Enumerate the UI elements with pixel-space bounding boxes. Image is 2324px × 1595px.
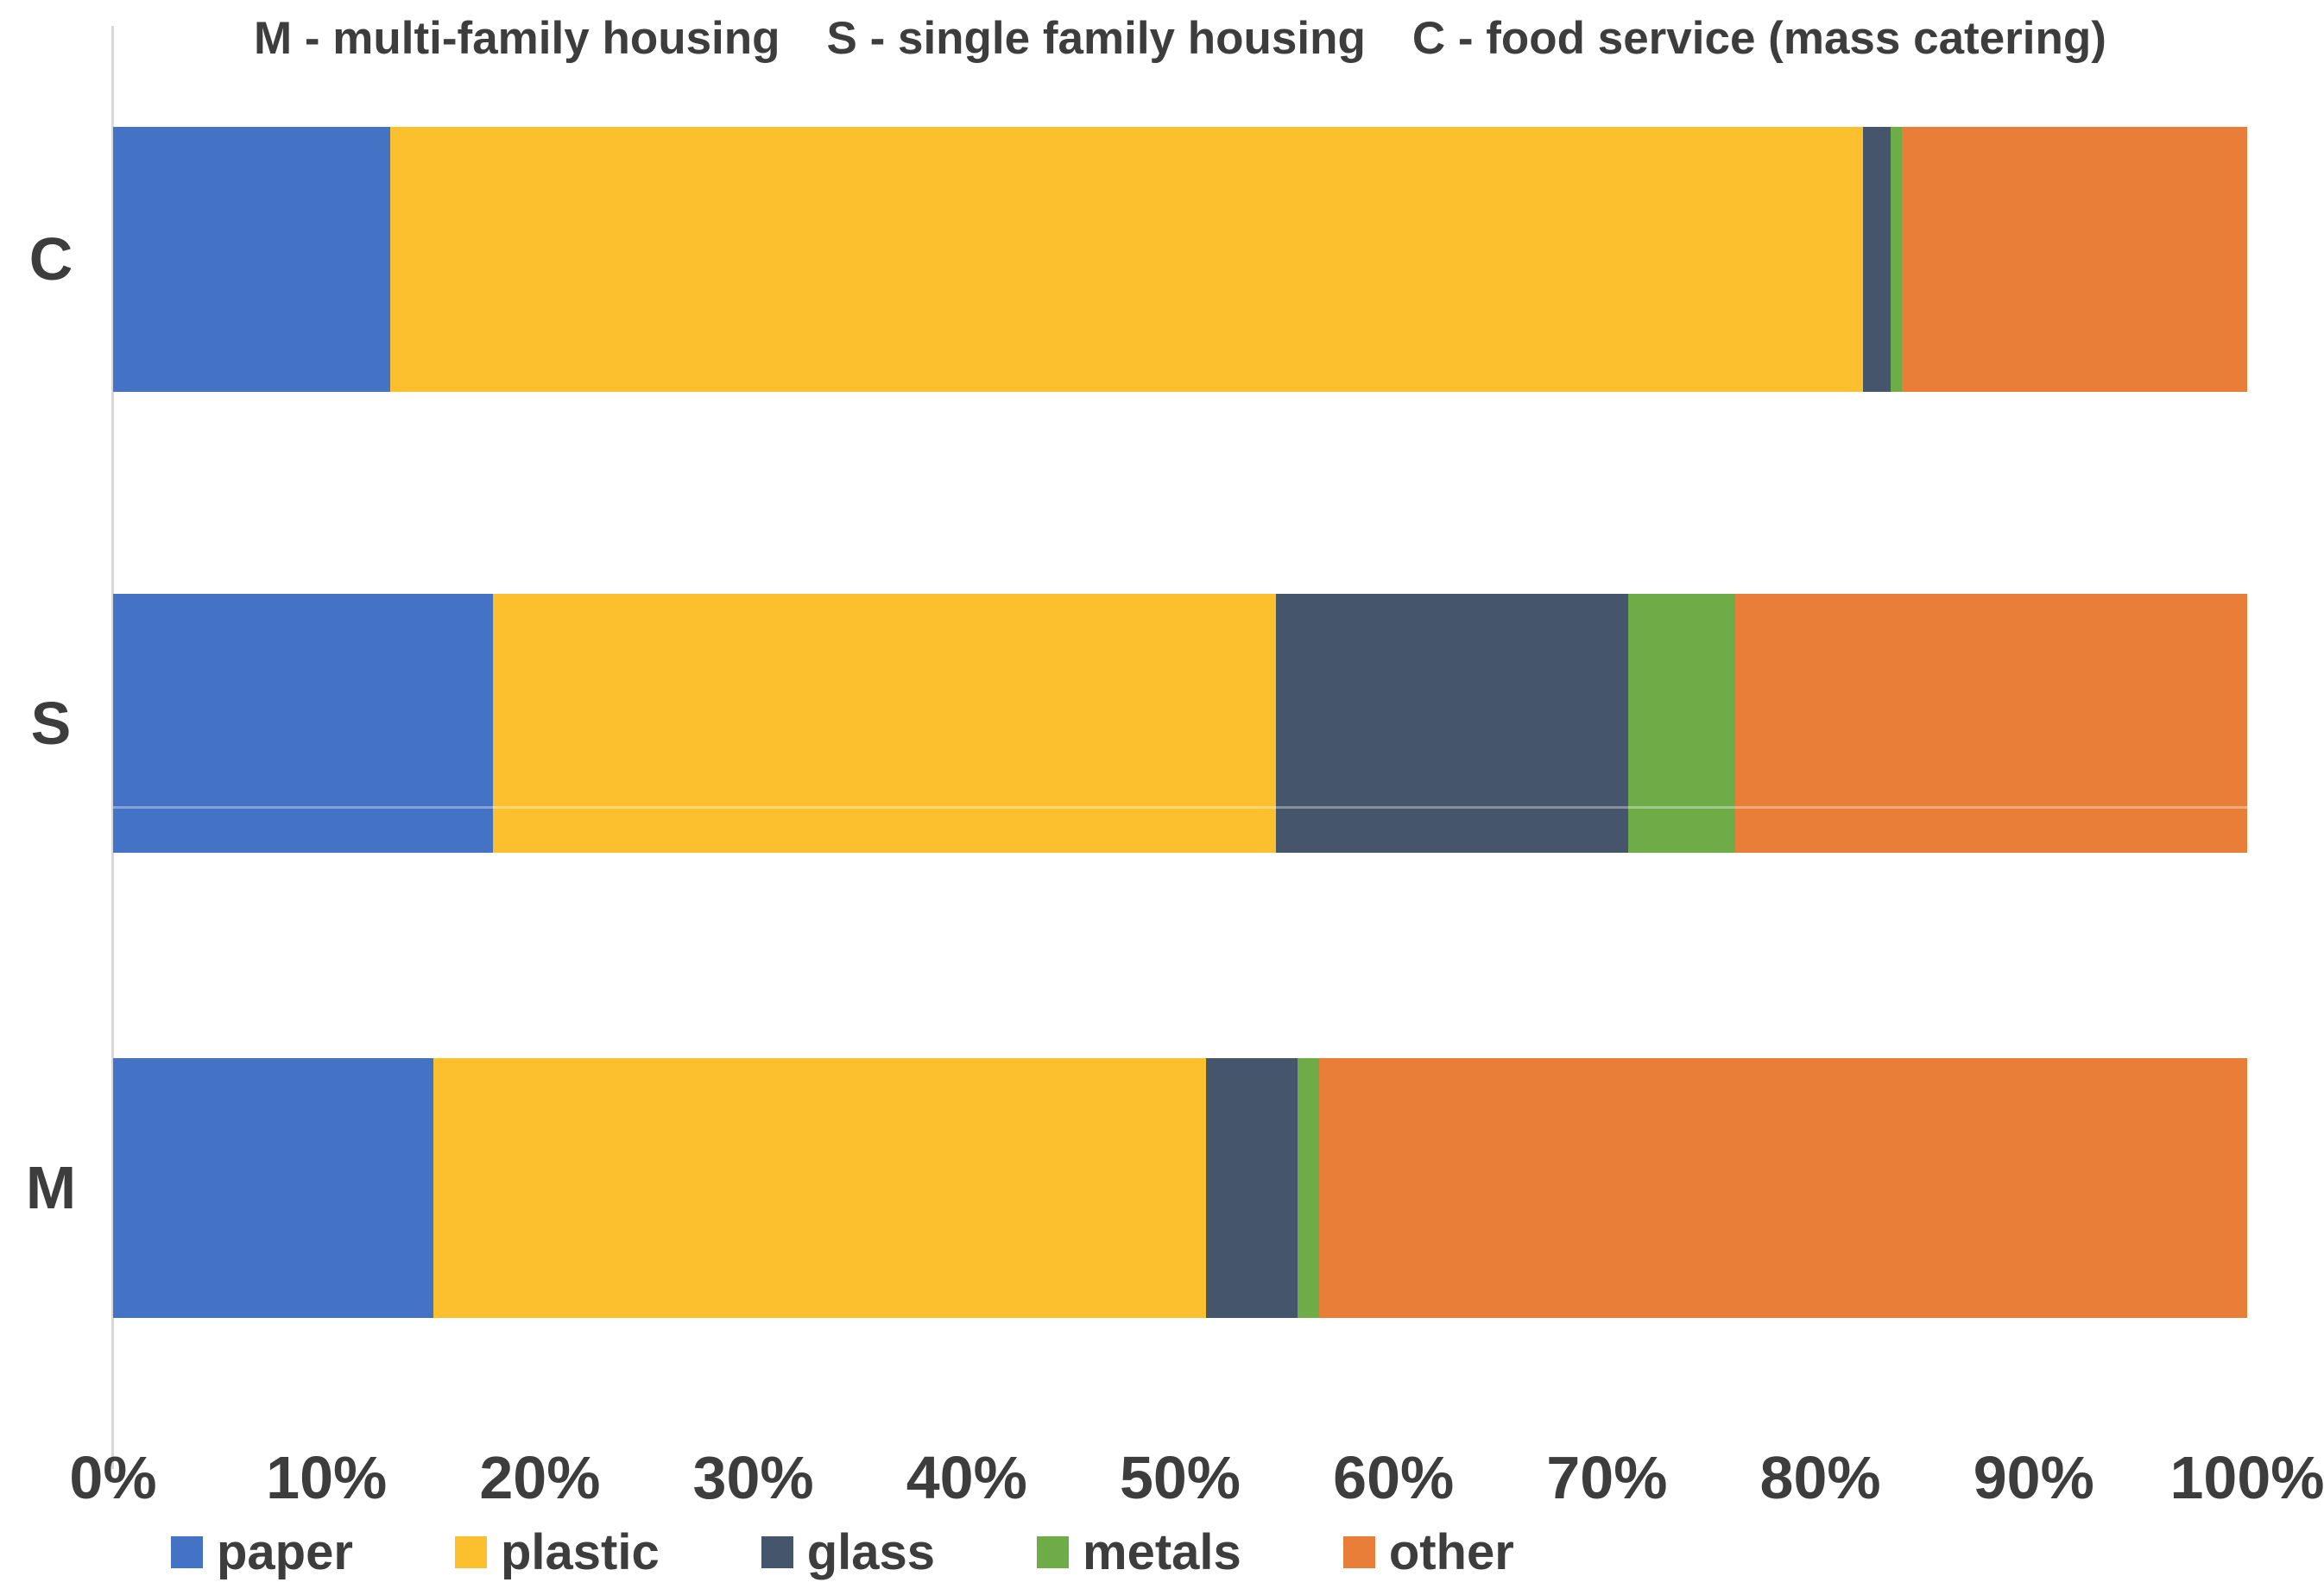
bar-segment-M-metals	[1297, 1058, 1319, 1318]
bar-S	[113, 594, 2247, 853]
bar-segment-M-paper	[113, 1058, 433, 1318]
category-label-S: S	[30, 690, 72, 757]
chart-title-part-c: C - food service (mass catering)	[1411, 13, 2106, 64]
y-axis-line	[111, 26, 114, 1469]
bar-segment-S-metals	[1628, 594, 1735, 853]
legend-item-metals: metals	[1037, 1523, 1241, 1581]
legend-swatch-glass	[761, 1535, 793, 1568]
legend-item-glass: glass	[761, 1523, 935, 1581]
legend-item-paper: paper	[171, 1523, 353, 1581]
legend-swatch-metals	[1037, 1535, 1070, 1568]
bar-segment-S-glass	[1276, 594, 1629, 853]
legend-label-metals: metals	[1083, 1523, 1241, 1580]
chart-title: M - multi-family housing S - single fami…	[113, 12, 2247, 65]
category-label-M: M	[25, 1154, 77, 1221]
category-label-C: C	[28, 225, 73, 293]
legend-item-plastic: plastic	[454, 1523, 660, 1581]
legend-swatch-paper	[171, 1535, 203, 1568]
x-tick-10%: 10%	[266, 1444, 388, 1511]
bar-segment-M-plastic	[433, 1058, 1206, 1318]
x-tick-60%: 60%	[1333, 1444, 1455, 1511]
legend-swatch-plastic	[454, 1535, 487, 1568]
bar-segment-C-plastic	[390, 127, 1864, 392]
bar-segment-S-other	[1734, 594, 2247, 853]
bar-segment-S-paper	[113, 594, 494, 853]
x-tick-40%: 40%	[906, 1444, 1027, 1511]
bar-segment-M-other	[1318, 1058, 2247, 1318]
legend-swatch-other	[1342, 1535, 1375, 1568]
bar-segment-C-metals	[1891, 127, 1902, 392]
x-tick-100%: 100%	[2169, 1444, 2324, 1511]
bar-segment-C-glass	[1863, 127, 1891, 392]
x-tick-80%: 80%	[1759, 1444, 1881, 1511]
legend-label-paper: paper	[217, 1523, 353, 1580]
chart-title-part-m: M - multi-family housing	[254, 13, 780, 64]
bar-segment-M-glass	[1205, 1058, 1298, 1318]
legend-label-other: other	[1388, 1523, 1514, 1580]
bar-segment-S-plastic	[493, 594, 1277, 853]
bar-C	[113, 127, 2247, 392]
legend: paper plastic glass metals other	[171, 1521, 1514, 1583]
x-tick-20%: 20%	[479, 1444, 601, 1511]
bar-segment-C-other	[1901, 127, 2247, 392]
x-tick-0%: 0%	[69, 1444, 157, 1511]
scan-artifact-line	[113, 806, 2247, 809]
bar-segment-C-paper	[113, 127, 391, 392]
legend-label-glass: glass	[806, 1523, 936, 1580]
legend-label-plastic: plastic	[500, 1523, 660, 1580]
bar-M	[113, 1058, 2247, 1318]
chart-title-part-s: S - single family housing	[826, 13, 1366, 64]
x-tick-30%: 30%	[692, 1444, 814, 1511]
x-tick-50%: 50%	[1119, 1444, 1241, 1511]
x-tick-90%: 90%	[1973, 1444, 2094, 1511]
legend-item-other: other	[1342, 1523, 1514, 1581]
x-tick-70%: 70%	[1546, 1444, 1668, 1511]
